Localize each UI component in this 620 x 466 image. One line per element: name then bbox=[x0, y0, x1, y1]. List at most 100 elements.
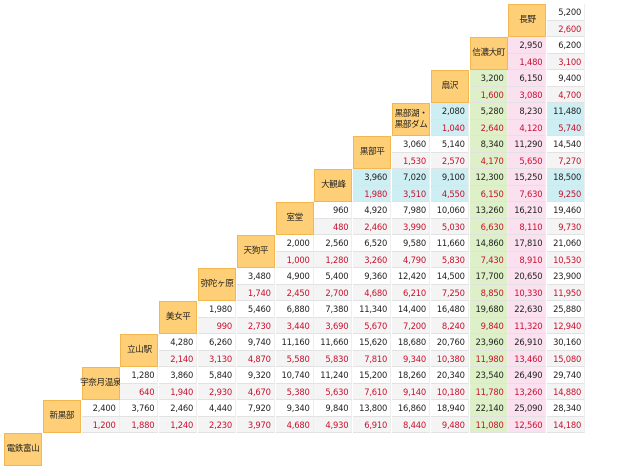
station-header: 扇沢 bbox=[430, 70, 469, 103]
fare-adult-cell: 5,400 bbox=[314, 268, 353, 285]
fare-adult-cell: 2,400 bbox=[81, 400, 120, 417]
fare-adult-cell: 14,540 bbox=[547, 136, 586, 153]
fare-adult-cell: 20,760 bbox=[430, 334, 469, 351]
fare-child-cell: 7,430 bbox=[469, 251, 508, 268]
fare-adult-cell: 2,560 bbox=[314, 235, 353, 252]
fare-child-cell: 7,630 bbox=[508, 185, 547, 202]
fare-adult-cell: 11,660 bbox=[430, 235, 469, 252]
fare-adult-cell: 14,860 bbox=[469, 235, 508, 252]
fare-adult-cell: 20,340 bbox=[430, 367, 469, 384]
fare-adult-cell: 15,200 bbox=[353, 367, 392, 384]
fare-child-cell: 5,740 bbox=[547, 119, 586, 136]
fare-child-cell: 2,460 bbox=[353, 218, 392, 235]
fare-child-cell: 6,630 bbox=[469, 218, 508, 235]
fare-adult-cell: 16,480 bbox=[430, 301, 469, 318]
fare-adult-cell: 3,960 bbox=[353, 169, 392, 186]
fare-child-cell: 13,260 bbox=[508, 383, 547, 400]
station-header: 黒部平 bbox=[353, 136, 392, 169]
fare-adult-cell: 3,860 bbox=[159, 367, 198, 384]
fare-adult-cell: 18,260 bbox=[392, 367, 430, 384]
fare-child-cell: 2,700 bbox=[314, 284, 353, 301]
fare-adult-cell: 11,480 bbox=[547, 103, 586, 120]
fare-child-cell: 8,910 bbox=[508, 251, 547, 268]
fare-child-cell: 5,580 bbox=[275, 350, 314, 367]
fare-adult-cell: 3,760 bbox=[120, 400, 159, 417]
fare-child-cell: 5,830 bbox=[314, 350, 353, 367]
fare-child-cell: 4,930 bbox=[314, 416, 353, 433]
fare-adult-cell: 9,100 bbox=[430, 169, 469, 186]
fare-adult-cell: 22,630 bbox=[508, 301, 547, 318]
fare-adult-cell: 11,340 bbox=[353, 301, 392, 318]
fare-child-cell: 3,130 bbox=[198, 350, 236, 367]
fare-child-cell: 2,930 bbox=[198, 383, 236, 400]
fare-child-cell: 3,440 bbox=[275, 317, 314, 334]
station-header: 大観峰 bbox=[314, 169, 353, 202]
fare-child-cell: 4,670 bbox=[236, 383, 275, 400]
fare-adult-cell: 2,000 bbox=[275, 235, 314, 252]
fare-adult-cell: 18,940 bbox=[430, 400, 469, 417]
fare-adult-cell: 23,540 bbox=[469, 367, 508, 384]
fare-child-cell: 3,080 bbox=[508, 86, 547, 103]
fare-child-cell: 6,910 bbox=[353, 416, 392, 433]
fare-adult-cell: 17,700 bbox=[469, 268, 508, 285]
fare-child-cell: 1,880 bbox=[120, 416, 159, 433]
station-header: 立山駅 bbox=[120, 334, 159, 367]
fare-child-cell: 9,250 bbox=[547, 185, 586, 202]
fare-adult-cell: 16,860 bbox=[392, 400, 430, 417]
fare-adult-cell: 5,840 bbox=[198, 367, 236, 384]
fare-child-cell: 7,250 bbox=[430, 284, 469, 301]
fare-adult-cell: 3,480 bbox=[236, 268, 275, 285]
fare-adult-cell: 3,060 bbox=[392, 136, 430, 153]
fare-child-cell: 4,870 bbox=[236, 350, 275, 367]
fare-adult-cell: 9,840 bbox=[314, 400, 353, 417]
fare-table: 電鉄富山 新黒部 宇奈月温泉 立山駅 美女平 弥陀ヶ原 天狗平 室堂 大観峰 黒部平 黒部湖・ 黒部… bbox=[4, 4, 586, 466]
fare-adult-cell: 14,400 bbox=[392, 301, 430, 318]
fare-child-cell: 1,240 bbox=[159, 416, 198, 433]
fare-child-cell: 8,440 bbox=[392, 416, 430, 433]
fare-child-cell: 7,610 bbox=[353, 383, 392, 400]
fare-child-cell: 1,280 bbox=[314, 251, 353, 268]
fare-adult-cell: 5,140 bbox=[430, 136, 469, 153]
fare-adult-cell: 25,090 bbox=[508, 400, 547, 417]
fare-adult-cell: 6,200 bbox=[547, 37, 586, 54]
fare-child-cell: 480 bbox=[314, 218, 353, 235]
fare-adult-cell: 15,620 bbox=[353, 334, 392, 351]
station-header: 信濃大町 bbox=[469, 37, 508, 70]
fare-child-cell: 8,850 bbox=[469, 284, 508, 301]
fare-child-cell: 1,200 bbox=[81, 416, 120, 433]
fare-adult-cell: 5,280 bbox=[469, 103, 508, 120]
fare-child-cell: 3,510 bbox=[392, 185, 430, 202]
fare-adult-cell: 11,290 bbox=[508, 136, 547, 153]
fare-adult-cell: 20,650 bbox=[508, 268, 547, 285]
fare-adult-cell: 8,230 bbox=[508, 103, 547, 120]
fare-adult-cell: 21,060 bbox=[547, 235, 586, 252]
fare-child-cell: 4,120 bbox=[508, 119, 547, 136]
fare-child-cell: 5,380 bbox=[275, 383, 314, 400]
fare-child-cell: 11,950 bbox=[547, 284, 586, 301]
fare-child-cell: 10,530 bbox=[547, 251, 586, 268]
fare-child-cell: 3,990 bbox=[392, 218, 430, 235]
fare-adult-cell: 1,280 bbox=[120, 367, 159, 384]
fare-child-cell: 1,600 bbox=[469, 86, 508, 103]
fare-adult-cell: 30,160 bbox=[547, 334, 586, 351]
fare-adult-cell: 9,740 bbox=[236, 334, 275, 351]
fare-adult-cell: 5,460 bbox=[236, 301, 275, 318]
fare-adult-cell: 12,300 bbox=[469, 169, 508, 186]
fare-child-cell: 8,110 bbox=[508, 218, 547, 235]
fare-adult-cell: 960 bbox=[314, 202, 353, 219]
fare-adult-cell: 13,260 bbox=[469, 202, 508, 219]
fare-adult-cell: 6,520 bbox=[353, 235, 392, 252]
fare-adult-cell: 13,800 bbox=[353, 400, 392, 417]
fare-adult-cell: 19,680 bbox=[469, 301, 508, 318]
fare-child-cell: 4,680 bbox=[275, 416, 314, 433]
station-header: 電鉄富山 bbox=[4, 433, 42, 466]
fare-adult-cell: 9,580 bbox=[392, 235, 430, 252]
fare-child-cell: 3,100 bbox=[547, 53, 586, 70]
fare-child-cell: 5,830 bbox=[430, 251, 469, 268]
fare-child-cell: 5,030 bbox=[430, 218, 469, 235]
station-header: 長野 bbox=[508, 4, 547, 37]
fare-child-cell: 4,790 bbox=[392, 251, 430, 268]
fare-adult-cell: 23,900 bbox=[547, 268, 586, 285]
fare-adult-cell: 4,920 bbox=[353, 202, 392, 219]
fare-adult-cell: 11,240 bbox=[314, 367, 353, 384]
